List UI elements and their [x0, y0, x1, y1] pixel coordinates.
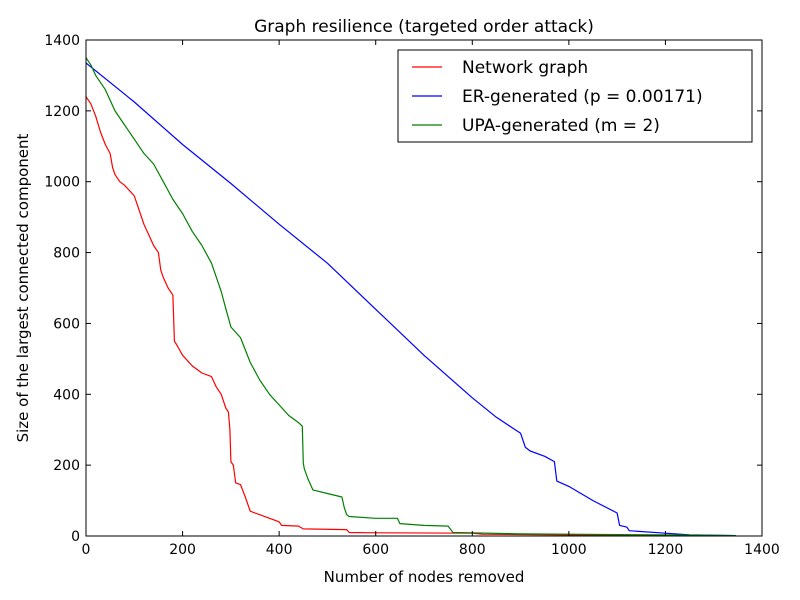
- legend-label-upa: UPA-generated (m = 2): [462, 116, 660, 136]
- x-tick-label-3: 600: [362, 542, 389, 558]
- series-line-0: [86, 96, 736, 536]
- ticks-layer: 0 200 400 600 800 1000 1200 1400 0 200 400 600 800 10…: [44, 33, 779, 558]
- x-tick-label-1: 200: [169, 542, 196, 558]
- x-tick-label-4: 800: [459, 542, 486, 558]
- x-tick-label-7: 1400: [744, 542, 780, 558]
- y-tick-label-5: 1000: [44, 175, 80, 191]
- series-line-2: [86, 57, 736, 536]
- x-tick-label-0: 0: [82, 542, 91, 558]
- x-tick-label-6: 1200: [648, 542, 684, 558]
- y-tick-label-7: 1400: [44, 33, 80, 49]
- series-line-1: [86, 62, 736, 536]
- x-tick-label-2: 400: [266, 542, 293, 558]
- series-layer: [86, 57, 736, 536]
- legend: Network graph ER-generated (p = 0.00171)…: [397, 49, 753, 143]
- y-tick-label-6: 1200: [44, 104, 80, 120]
- chart-title: Graph resilience (targeted order attack): [254, 17, 594, 37]
- y-tick-label-1: 200: [53, 458, 80, 474]
- y-tick-label-3: 600: [53, 316, 80, 332]
- y-tick-label-4: 800: [53, 246, 80, 262]
- y-axis-label: Size of the largest connected component: [14, 133, 32, 442]
- legend-label-network: Network graph: [462, 58, 588, 78]
- x-tick-label-5: 1000: [551, 542, 587, 558]
- legend-label-er: ER-generated (p = 0.00171): [462, 87, 703, 107]
- y-tick-label-2: 400: [53, 387, 80, 403]
- y-tick-label-0: 0: [71, 529, 80, 545]
- plot-frame: [85, 39, 763, 537]
- legend-box: [397, 49, 753, 143]
- x-axis-label: Number of nodes removed: [324, 568, 525, 586]
